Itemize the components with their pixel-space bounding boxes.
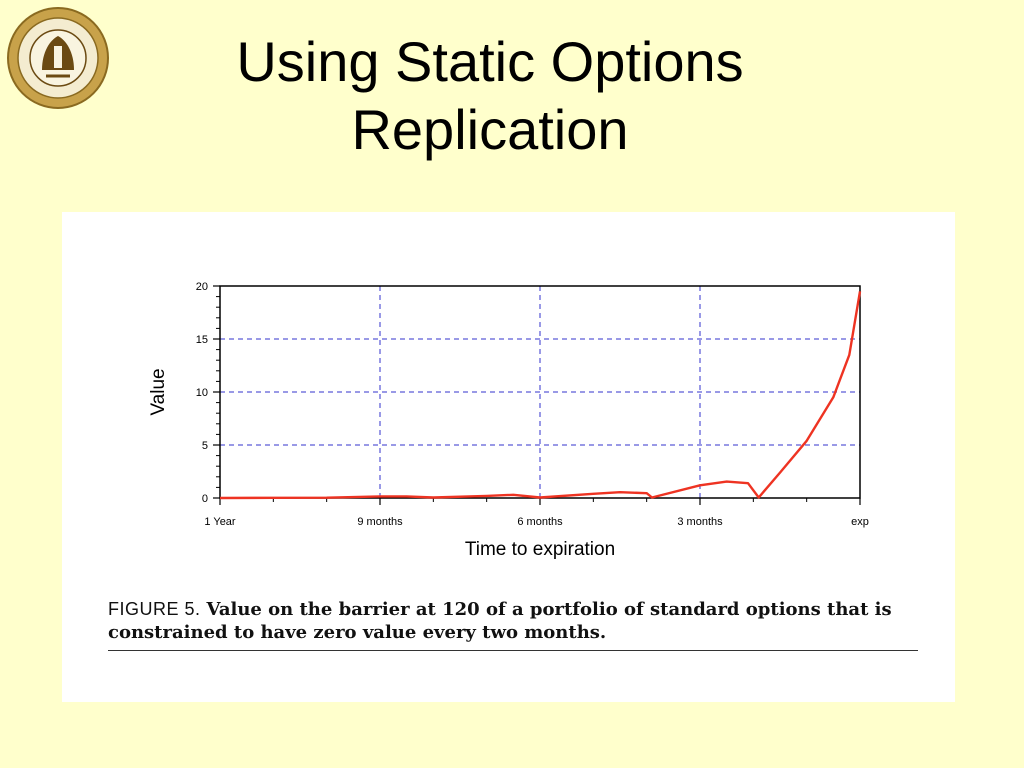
y-tick-label: 5: [202, 440, 208, 452]
x-tick-label: 1 Year: [204, 516, 236, 528]
slide-title-line-1: Using Static Options: [236, 30, 744, 93]
grid-layer: [220, 286, 860, 498]
figure-caption: FIGURE 5. Value on the barrier at 120 of …: [108, 598, 918, 651]
figure-panel: 0 5 10 15 20 1 Year 9 months 6 months 3 months ex…: [62, 212, 955, 702]
slide-title: Using Static Options Replication: [150, 28, 830, 164]
university-seal-icon: [7, 7, 109, 109]
y-axis-label: Value: [148, 368, 169, 415]
y-tick-label: 20: [196, 281, 208, 293]
y-tick-label: 15: [196, 334, 208, 346]
x-tick-label: 9 months: [357, 516, 403, 528]
x-tick-label: exp: [851, 516, 869, 528]
x-tick-label: 3 months: [677, 516, 723, 528]
line-chart: 0 5 10 15 20 1 Year 9 months 6 months 3 months ex…: [148, 281, 869, 560]
series-layer: [219, 291, 862, 500]
series-line: [219, 291, 862, 500]
figure-caption-text: Value on the barrier at 120 of a portfol…: [108, 599, 892, 643]
x-axis-label: Time to expiration: [465, 539, 615, 560]
y-tick-label: 0: [202, 493, 208, 505]
slide-title-line-2: Replication: [351, 98, 629, 161]
x-tick-label: 6 months: [517, 516, 563, 528]
axis-layer: 0 5 10 15 20 1 Year 9 months 6 months 3 months ex…: [196, 281, 869, 528]
y-tick-label: 10: [196, 387, 208, 399]
figure-label: FIGURE 5.: [108, 599, 201, 619]
